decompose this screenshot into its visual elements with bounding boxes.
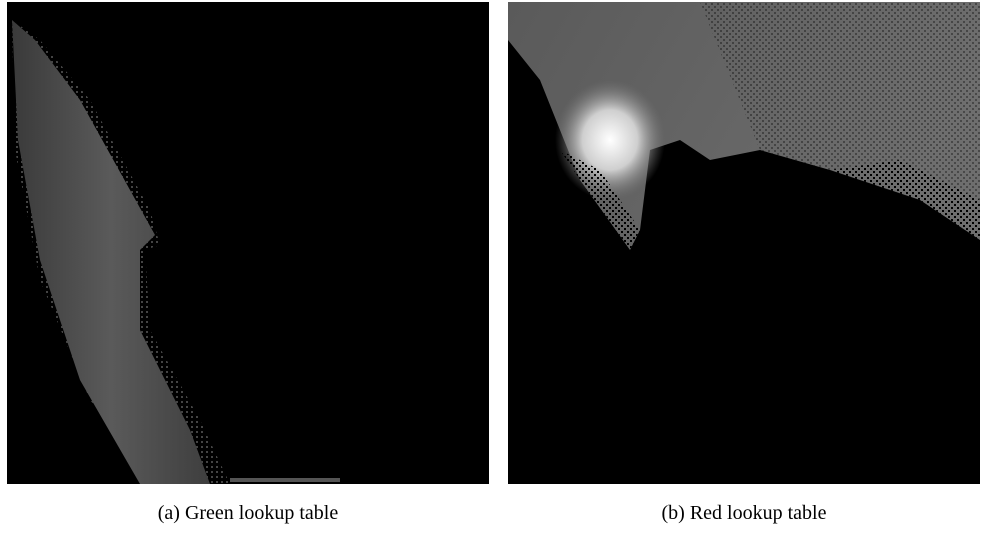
subfigure-a-image (7, 2, 489, 484)
figure: (a) Green lookup table (b) Red lookup ta… (0, 0, 981, 538)
caption-b: (b) Red lookup table (662, 502, 827, 524)
bottom-line (230, 478, 340, 482)
bright-glow (555, 80, 665, 200)
subfigure-b-image (508, 2, 980, 484)
caption-a: (a) Green lookup table (158, 502, 339, 524)
